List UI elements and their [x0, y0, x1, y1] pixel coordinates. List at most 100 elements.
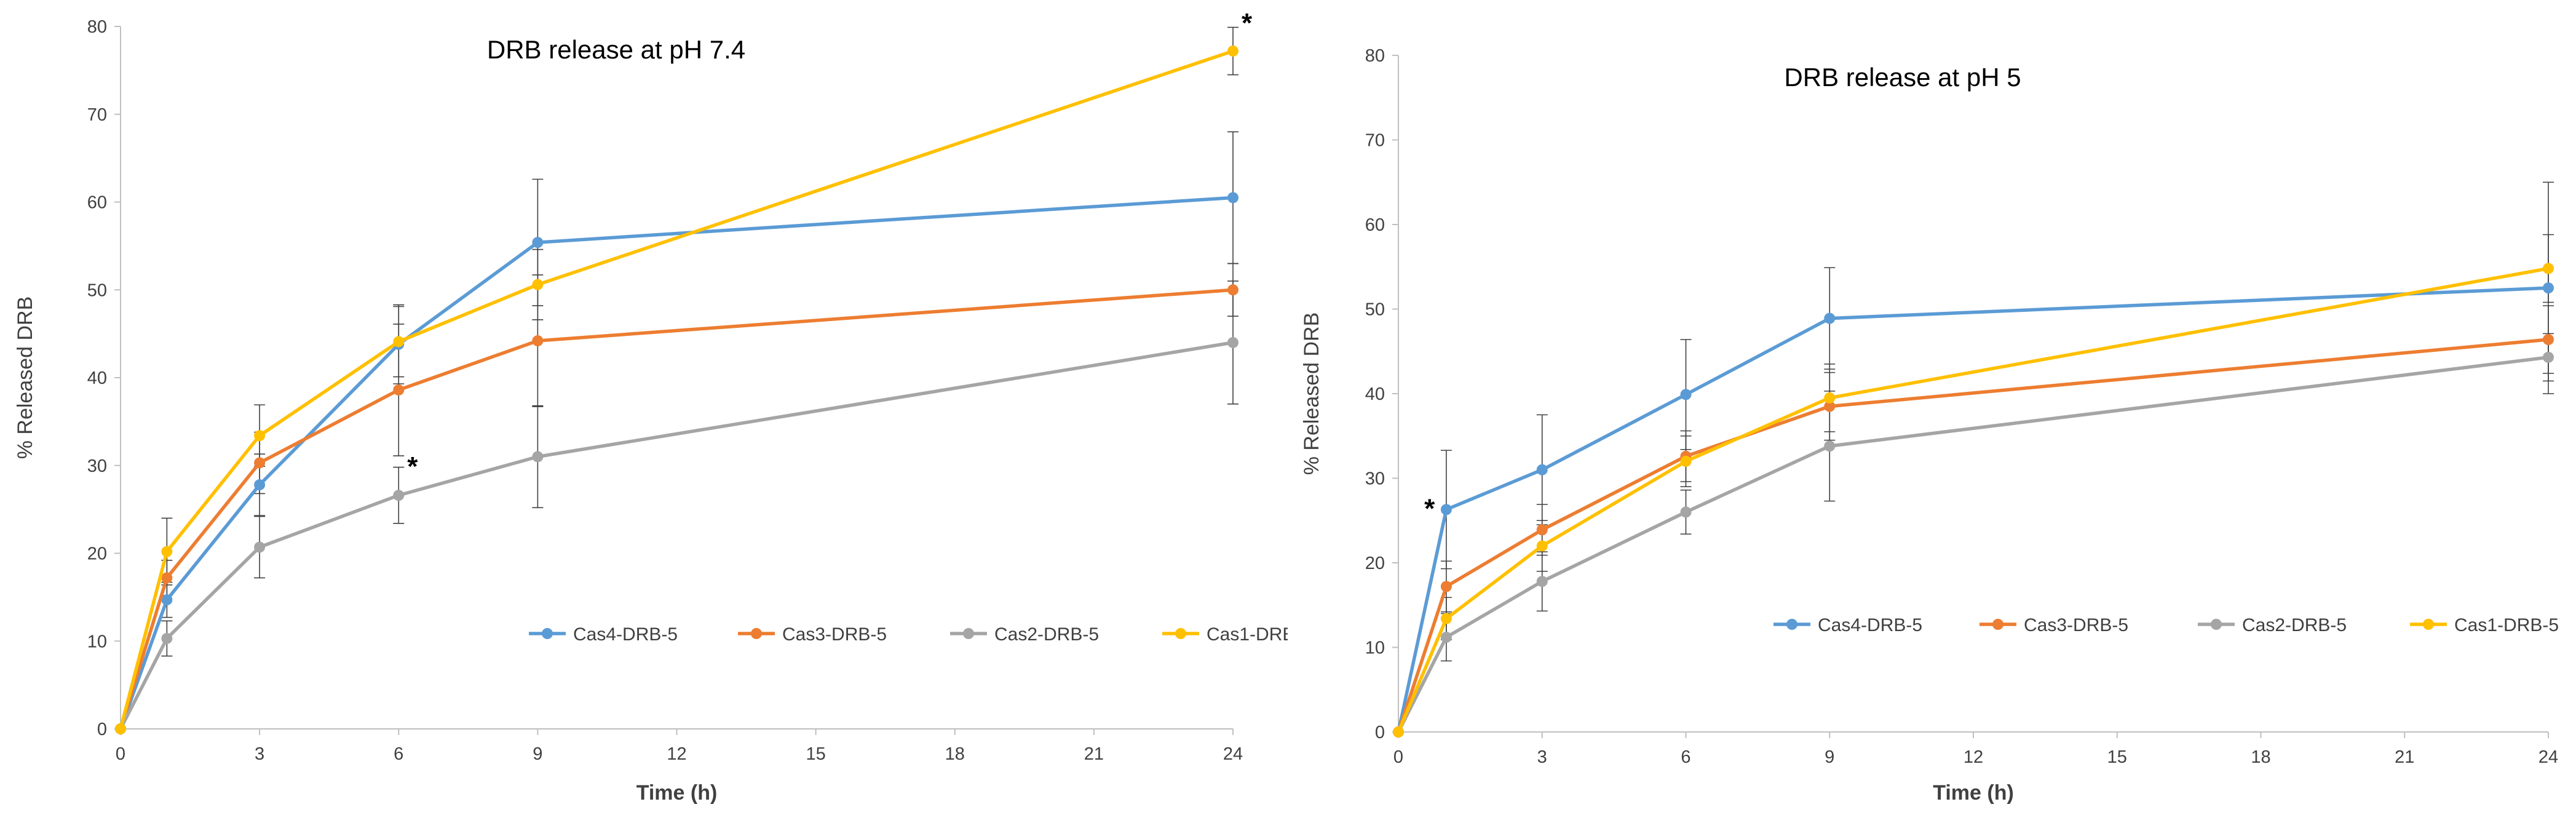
y-axis-label: % Released DRB	[14, 296, 37, 459]
x-tick-label: 18	[945, 744, 965, 764]
data-point	[2543, 351, 2554, 363]
x-tick-label: 12	[667, 744, 686, 764]
x-tick-label: 3	[255, 744, 264, 764]
y-tick-label: 30	[87, 456, 107, 476]
legend-swatch-marker	[2423, 619, 2434, 630]
data-point	[1536, 576, 1548, 587]
x-tick-label: 6	[394, 744, 403, 764]
data-point	[1680, 456, 1692, 467]
data-point	[1227, 336, 1238, 348]
data-point	[161, 546, 173, 557]
legend-entry: Cas4-DRB-5	[573, 624, 678, 645]
x-tick-label: 3	[1537, 747, 1547, 767]
legend-entry: Cas2-DRB-5	[2242, 615, 2347, 635]
y-tick-label: 30	[1365, 469, 1385, 489]
y-tick-label: 20	[87, 544, 107, 564]
data-point	[1680, 389, 1692, 400]
significance-marker: *	[1424, 494, 1435, 524]
legend-swatch-marker	[963, 628, 974, 639]
data-point	[532, 237, 544, 248]
y-tick-label: 70	[1365, 131, 1385, 151]
data-point	[115, 723, 126, 734]
data-point	[2543, 263, 2554, 274]
series-line-cas2-drb-5	[1397, 356, 2549, 733]
data-point	[1227, 192, 1238, 204]
data-point	[1536, 464, 1548, 475]
x-axis-label: Time (h)	[1933, 781, 2014, 805]
y-tick-label: 20	[1365, 554, 1385, 573]
y-tick-label: 80	[1365, 46, 1385, 66]
chart-ph-7-4: DRB release at pH 7.4 0 10 20 30 40 50 60 70 80 0 3…	[14, 8, 1288, 805]
data-point	[393, 384, 405, 396]
x-tick-label: 21	[2395, 747, 2414, 767]
legend-entry: Cas1-DRB-5	[2454, 615, 2559, 635]
data-point	[254, 479, 266, 491]
y-tick-label: 40	[1365, 384, 1385, 404]
y-tick-label: 0	[1375, 723, 1385, 742]
data-point	[532, 451, 544, 463]
series-line-cas2-drb-5	[119, 341, 1234, 730]
data-point	[532, 335, 544, 347]
x-axis-label: Time (h)	[636, 781, 718, 805]
data-point	[1227, 284, 1238, 296]
data-point	[1536, 540, 1548, 552]
y-tick-label: 70	[87, 105, 107, 125]
y-tick-label: 50	[1365, 300, 1385, 320]
x-tick-label: 21	[1084, 744, 1104, 764]
series-line-cas3-drb-5	[119, 288, 1234, 730]
legend-swatch-marker	[542, 628, 553, 639]
legend-entry: Cas2-DRB-5	[994, 624, 1099, 645]
data-point	[161, 572, 173, 584]
y-tick-label: 40	[87, 368, 107, 388]
data-point	[1536, 524, 1548, 536]
series-line-cas1-drb-5	[119, 49, 1234, 730]
data-point	[161, 594, 173, 606]
data-point	[254, 457, 266, 469]
legend-swatch-marker	[1175, 628, 1186, 639]
x-tick-label: 15	[806, 744, 825, 764]
y-tick-label: 10	[1365, 638, 1385, 658]
data-point	[1824, 392, 1836, 404]
data-point	[393, 490, 405, 501]
x-tick-label: 15	[2107, 747, 2127, 767]
data-point	[254, 541, 266, 553]
data-point	[1824, 440, 1836, 452]
legend-entry: Cas4-DRB-5	[1818, 615, 1922, 635]
x-tick-label: 0	[1393, 747, 1403, 767]
legend-swatch-marker	[751, 628, 762, 639]
y-axis-label: % Released DRB	[1300, 312, 1323, 475]
x-tick-label: 24	[2538, 747, 2558, 767]
data-point	[2543, 334, 2554, 345]
data-point	[532, 279, 544, 290]
data-point	[1393, 726, 1404, 738]
data-point	[1440, 504, 1452, 515]
legend-entry: Cas3-DRB-5	[782, 624, 887, 645]
x-tick-label: 0	[116, 744, 125, 764]
significance-marker: *	[1242, 8, 1253, 38]
chart-title: DRB release at pH 5	[1784, 63, 2021, 92]
legend-entry: Cas1-DRB-5	[1207, 624, 1288, 645]
data-point	[393, 336, 405, 348]
y-tick-label: 60	[87, 193, 107, 213]
chart-title: DRB release at pH 7.4	[487, 35, 745, 64]
data-point	[1227, 45, 1238, 57]
legend-swatch-marker	[1786, 619, 1797, 630]
data-point	[1824, 400, 1836, 412]
x-tick-label: 9	[533, 744, 542, 764]
data-point	[161, 632, 173, 644]
series-line-cas4-drb-5	[1397, 286, 2549, 733]
x-tick-label: 12	[1964, 747, 1983, 767]
x-tick-label: 18	[2251, 747, 2270, 767]
series-line-cas4-drb-5	[119, 196, 1234, 730]
x-tick-label: 24	[1223, 744, 1243, 764]
y-tick-label: 10	[87, 632, 107, 651]
data-point	[1824, 312, 1836, 324]
data-point	[1440, 613, 1452, 624]
legend-entry: Cas3-DRB-5	[2024, 615, 2128, 635]
data-point	[1440, 581, 1452, 592]
y-tick-label: 50	[87, 280, 107, 300]
legend-swatch-marker	[2211, 619, 2222, 630]
chart-ph-5: DRB release at pH 5 0 10 20 30 40 50 60 70 80 0 3 6 9…	[1300, 46, 2559, 805]
y-tick-label: 60	[1365, 215, 1385, 235]
